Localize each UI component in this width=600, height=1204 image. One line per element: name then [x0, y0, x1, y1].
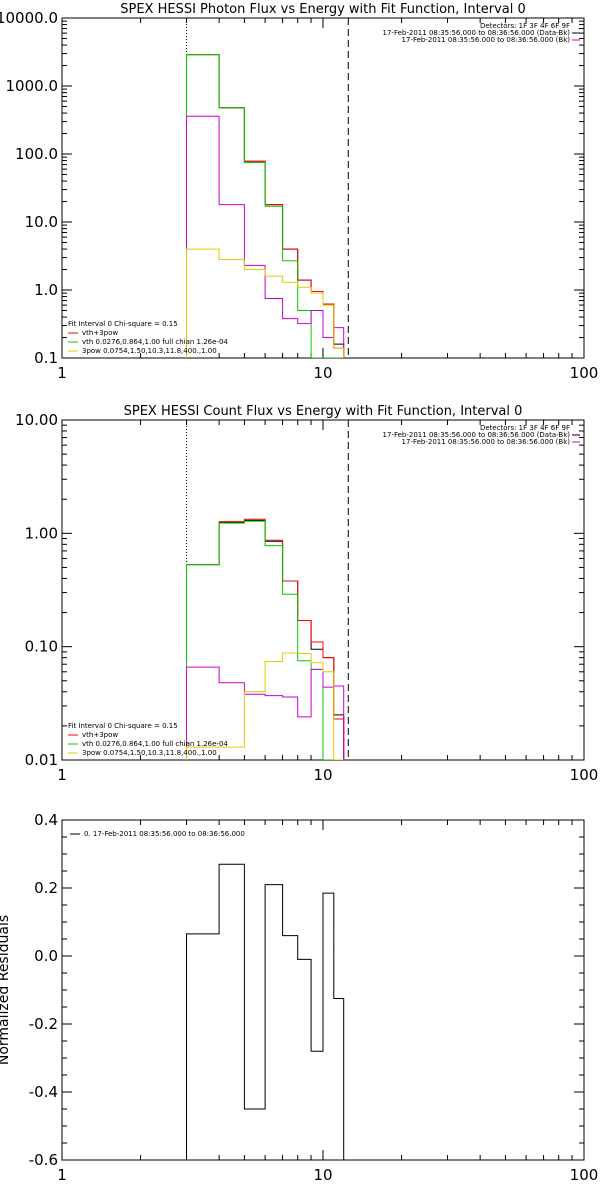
- legend-top-right-text: 17-Feb-2011 08:35:56.000 to 08:36:56.000…: [383, 29, 571, 37]
- y-tick-label: 1000.0: [6, 77, 59, 95]
- series-group: [186, 863, 345, 1160]
- plot-title: SPEX HESSI Photon Flux vs Energy with Fi…: [120, 2, 526, 17]
- series-line-1: [186, 519, 345, 760]
- series-group: [186, 518, 345, 760]
- y-tick-label: -0.2: [29, 1015, 58, 1033]
- legend-bottom-left-text: 3pow 0.0754,1.50,10.3,11.8,400.,1.00: [82, 749, 217, 757]
- y-tick-label: 0.0: [34, 947, 58, 965]
- series-line-5: [186, 248, 345, 358]
- series-line-3: [186, 520, 344, 760]
- plot-frame: [61, 17, 585, 359]
- y-tick-label: 0.1: [34, 349, 58, 367]
- series-line-5: [186, 652, 344, 760]
- y-axis-label: Normalized Residuals: [0, 915, 12, 1065]
- legend-top-right-text: 17-Feb-2011 08:35:56.000 to 08:36:56.000…: [402, 36, 571, 44]
- y-tick-label: 0.2: [34, 879, 58, 897]
- series-line-3: [186, 54, 344, 358]
- plot-panel-2: SPEX HESSI Count Flux vs Energy with Fit…: [15, 404, 598, 784]
- series-line-2: [186, 518, 345, 760]
- x-tick-label: 10: [313, 766, 332, 784]
- plot-title: SPEX HESSI Count Flux vs Energy with Fit…: [124, 404, 523, 419]
- y-tick-label: 100.0: [15, 145, 58, 163]
- x-tick-label: 100: [570, 364, 599, 382]
- y-tick-label: 1.0: [34, 281, 58, 299]
- plot-panel-3: Normalized Residuals 1 10 100 -0.6 -0.4 -0.2 0.…: [0, 811, 598, 1184]
- y-tick-label: 10000.0: [0, 9, 58, 27]
- legend-bottom-left-text: 3pow 0.0754,1.50,10.3,11.8,400.,1.00: [82, 347, 217, 355]
- legend-top-right-text: 17-Feb-2011 08:35:56.000 to 08:36:56.000…: [383, 431, 571, 439]
- y-tick-label: 0.01: [25, 751, 58, 769]
- legend-bottom-left-text: Fit Interval 0 Chi-square = 0.15: [68, 722, 178, 730]
- y-tick-label: 0.4: [34, 811, 58, 829]
- y-tick-label: 0.10: [25, 638, 58, 656]
- series-group: [186, 54, 345, 358]
- y-tick-label: 10.0: [25, 213, 58, 231]
- x-tick-label: 10: [313, 364, 332, 382]
- y-tick-label: -0.6: [29, 1151, 58, 1169]
- legend-bottom-left-text: vth 0.0276,0.864,1.00 full chian 1.26e-0…: [82, 338, 228, 346]
- x-tick-label: 1: [57, 364, 67, 382]
- x-tick-label: 100: [570, 766, 599, 784]
- x-tick-label: 100: [570, 1166, 599, 1184]
- legend-bottom-left-text: Fit Interval 0 Chi-square = 0.15: [68, 320, 178, 328]
- legend-top-right-text: Detectors: 1F 3F 4F 6F 9F: [480, 22, 570, 30]
- legend-top-right-text: Detectors: 1F 3F 4F 6F 9F: [480, 424, 570, 432]
- series-line-4: [186, 666, 345, 760]
- legend-bottom-left-text: vth+3pow: [82, 329, 118, 337]
- y-tick-label: 1.00: [25, 524, 58, 542]
- y-tick-label: 10.00: [15, 411, 58, 429]
- legend-bottom-left-text: vth 0.0276,0.864,1.00 full chian 1.26e-0…: [82, 740, 228, 748]
- y-tick-label: -0.4: [29, 1083, 58, 1101]
- series-line-1: [186, 863, 345, 1160]
- legend-top-left-text: 0. 17-Feb-2011 08:35:56.000 to 08:36:56.…: [84, 830, 245, 838]
- x-tick-label: 10: [313, 1166, 332, 1184]
- legend-top-right-text: 17-Feb-2011 08:35:56.000 to 08:36:56.000…: [402, 438, 571, 446]
- series-line-4: [186, 115, 345, 358]
- x-tick-label: 1: [57, 1166, 67, 1184]
- plot-panel-1: SPEX HESSI Photon Flux vs Energy with Fi…: [0, 2, 598, 382]
- legend-bottom-left-text: vth+3pow: [82, 731, 118, 739]
- x-tick-label: 1: [57, 766, 67, 784]
